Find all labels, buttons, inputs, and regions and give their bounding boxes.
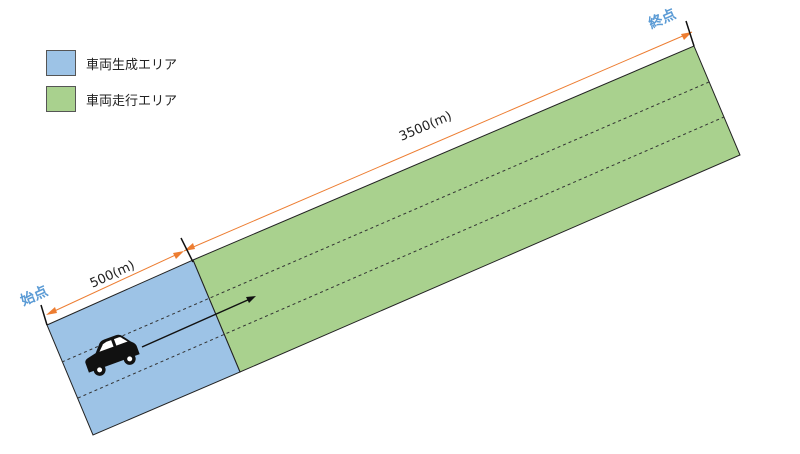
driving-length-label: 3500(m) <box>397 109 454 145</box>
start-point-label: 始点 <box>18 282 50 309</box>
generation-length-label: 500(m) <box>88 258 138 291</box>
legend-item-driving: 車両走行エリア <box>46 86 177 112</box>
legend-label-generation: 車両生成エリア <box>86 54 177 73</box>
start-tick <box>41 305 47 325</box>
legend-label-driving: 車両走行エリア <box>86 90 177 109</box>
legend-swatch-generation <box>46 50 76 76</box>
boundary-tick <box>181 238 193 262</box>
generation-dimension-arrow-start <box>46 307 57 315</box>
generation-dimension-arrow-end <box>173 251 184 259</box>
legend-swatch-driving <box>46 86 76 112</box>
legend-item-generation: 車両生成エリア <box>46 50 177 76</box>
driving-area <box>193 46 740 372</box>
end-point-label: 終点 <box>646 5 678 32</box>
